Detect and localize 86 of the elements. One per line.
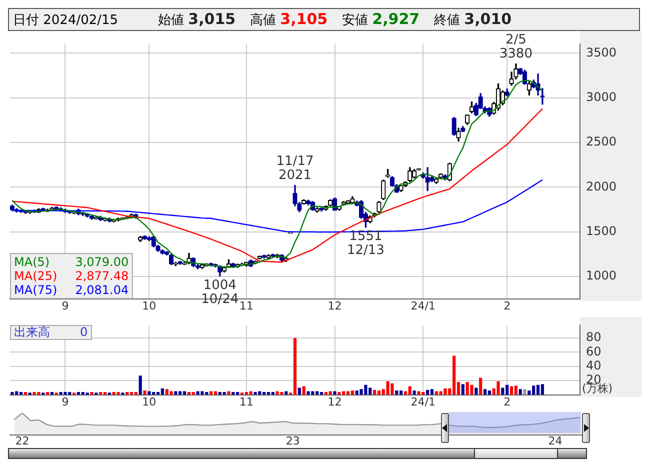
- x-tick-label: 23: [286, 434, 300, 448]
- y-tick-label: 80: [586, 330, 602, 344]
- x-tick-label: 24/1: [410, 299, 436, 312]
- bar: [174, 391, 178, 395]
- bar: [496, 381, 500, 395]
- x-tick-label: 22: [15, 434, 30, 448]
- annotation: 11/17: [276, 154, 314, 170]
- bar: [518, 389, 522, 395]
- x-tick-label: 12: [328, 299, 342, 312]
- y-tick-label: 1000: [586, 268, 617, 283]
- bar: [501, 388, 504, 395]
- x-tick-label: 11: [239, 299, 254, 312]
- bar: [116, 392, 120, 395]
- bar: [360, 389, 363, 395]
- x-tick-label: 10: [142, 395, 156, 408]
- x-tick-label: 12: [328, 395, 342, 408]
- text: MA(5) 3,079.00: [14, 254, 129, 269]
- bar: [284, 391, 288, 395]
- annotation: 3380: [499, 46, 532, 62]
- info-header: 日付 2024/02/15 始値 3,015 高値 3,105 安値 2,927 終値 3,010: [8, 8, 640, 31]
- x-tick-label: 2: [504, 395, 511, 408]
- bar: [214, 391, 218, 395]
- bar: [346, 391, 350, 395]
- bar: [395, 390, 398, 395]
- x-tick-label: 10: [142, 299, 156, 312]
- bar: [293, 338, 297, 395]
- chart-title: 出来高: [14, 325, 50, 340]
- y-tick-label: 3500: [586, 45, 617, 60]
- bar: [210, 391, 213, 395]
- bar: [298, 388, 301, 395]
- bar: [523, 389, 526, 395]
- bar: [138, 376, 142, 395]
- bar: [143, 390, 146, 395]
- bar: [10, 392, 14, 395]
- bar: [37, 392, 40, 395]
- bar: [350, 390, 354, 395]
- bar: [90, 392, 94, 395]
- annotation: 0: [80, 325, 88, 340]
- bar: [412, 390, 416, 395]
- y-tick-label: 3000: [586, 90, 617, 104]
- x-tick-label: 24: [548, 434, 562, 448]
- text: MA(25) 2,877.48: [14, 268, 129, 283]
- bar: [540, 384, 544, 395]
- annotation: 2/5: [505, 32, 526, 48]
- y-tick-label: 2500: [586, 134, 617, 149]
- bar: [461, 384, 464, 395]
- annotation: 12/13: [346, 243, 384, 258]
- x-tick-label: 2: [504, 299, 511, 312]
- bar: [227, 391, 230, 395]
- bar: [536, 384, 540, 395]
- y-tick-label: 40: [586, 358, 602, 373]
- bar: [408, 386, 412, 395]
- bar: [302, 386, 306, 395]
- x-tick-label: 9: [62, 395, 69, 408]
- bar: [148, 391, 151, 395]
- annotation: 1004: [203, 278, 236, 293]
- bar: [510, 386, 514, 395]
- bar: [160, 388, 164, 395]
- bar: [249, 391, 252, 395]
- bar: [170, 391, 173, 395]
- bar: [514, 386, 518, 395]
- bar: [444, 388, 447, 395]
- bar: [280, 392, 284, 395]
- bar: [470, 384, 474, 395]
- y-tick-label: 1500: [586, 224, 617, 238]
- y-tick-label: 60: [586, 344, 602, 358]
- bar: [254, 392, 257, 395]
- x-tick-label: 9: [62, 299, 69, 312]
- bar: [306, 391, 310, 395]
- bar: [182, 391, 186, 395]
- x-tick-label: 11: [239, 395, 254, 408]
- bar: [417, 391, 420, 395]
- chart-title: 日付 2024/02/15: [12, 12, 120, 30]
- annotation: 1551: [349, 229, 382, 244]
- bar: [483, 389, 487, 395]
- bar: [430, 389, 434, 395]
- bar: [479, 378, 482, 395]
- bar: [64, 392, 67, 395]
- bar: [328, 391, 332, 395]
- annotation: 2021: [278, 168, 312, 184]
- x-tick-label: 24/1: [410, 395, 436, 408]
- bar: [488, 390, 491, 395]
- bar: [333, 391, 336, 395]
- bar: [474, 388, 478, 395]
- text: MA(75) 2,081.04: [14, 282, 129, 297]
- y-tick-label: 2000: [586, 179, 617, 194]
